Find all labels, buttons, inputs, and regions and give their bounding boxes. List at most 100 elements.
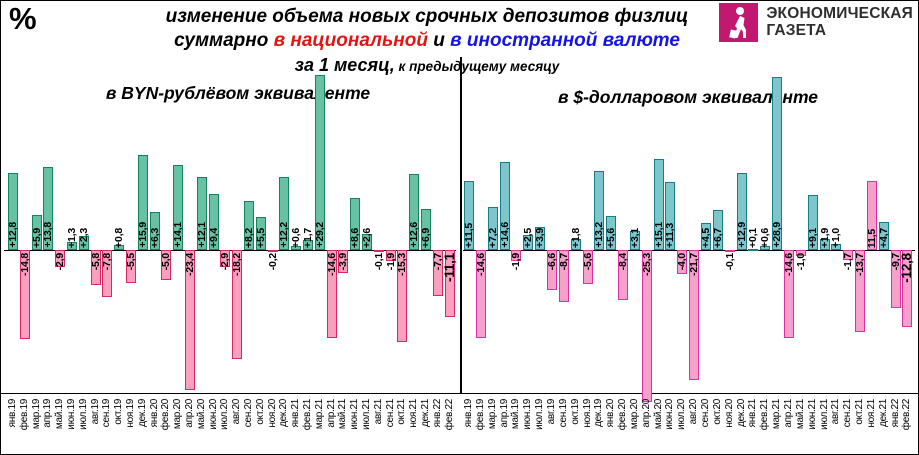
main-title: изменение объема новых срочных депозитов… xyxy=(66,5,788,77)
bar-value-label: -7,8 xyxy=(101,253,113,271)
x-tick-label: окт.19 xyxy=(570,399,581,425)
x-tick-label: сен.19 xyxy=(101,399,112,428)
x-tick-label: сен.20 xyxy=(700,399,711,428)
bar xyxy=(386,250,396,261)
bar xyxy=(209,194,219,250)
bottom-frame-line xyxy=(1,393,918,394)
bar xyxy=(138,155,148,250)
bar-value-label: -13,7 xyxy=(854,253,866,276)
bar-value-label: -8,7 xyxy=(558,253,570,271)
x-tick-label: июл.20 xyxy=(219,399,230,430)
bar xyxy=(808,195,818,250)
title-line2-prefix: суммарно xyxy=(174,30,274,52)
bar-value-label: -14,6 xyxy=(475,253,487,276)
x-tick-label: май.20 xyxy=(196,399,207,430)
bar-value-label: +6,7 xyxy=(712,228,724,248)
bar xyxy=(902,250,912,327)
x-tick-label: май.19 xyxy=(510,399,521,430)
x-tick-label: янв.21 xyxy=(290,399,301,428)
walking-person-icon xyxy=(719,3,759,42)
x-tick-label: мар.21 xyxy=(771,399,782,430)
x-tick-label: дек.19 xyxy=(593,399,604,427)
publisher-name-line2: ГАЗЕТА xyxy=(766,21,827,39)
publisher-name-line1: ЭКОНОМИЧЕСКАЯ xyxy=(766,5,913,22)
bar-value-label: +0,1 xyxy=(747,228,759,248)
bar xyxy=(677,250,687,274)
bar xyxy=(665,182,675,250)
bar xyxy=(256,217,266,250)
bar xyxy=(488,207,498,250)
bar xyxy=(642,250,652,402)
bar-value-label: +6,3 xyxy=(149,228,161,248)
bar xyxy=(855,250,865,332)
bar xyxy=(397,250,407,342)
bar-value-label: -15,3 xyxy=(396,253,408,276)
bar xyxy=(32,215,42,250)
panel-title-usd: в $-долларовом эквиваленте xyxy=(557,87,819,107)
bar-value-label: +0,6 xyxy=(759,228,771,248)
bar-value-label: -12,8 xyxy=(899,253,914,283)
bar-value-label: -23,4 xyxy=(184,253,196,276)
bar xyxy=(820,239,830,250)
title-line2-foreign: в иностранной валюте xyxy=(450,30,680,52)
x-tick-label: июн.21 xyxy=(349,399,360,430)
bar-value-label: -2,9 xyxy=(54,253,66,271)
x-tick-label: дек.19 xyxy=(137,399,148,427)
bar-value-label: +12,6 xyxy=(408,222,420,248)
bar-value-label: +1,8 xyxy=(570,228,582,248)
bar xyxy=(315,75,325,250)
bar xyxy=(748,249,758,251)
bar xyxy=(173,165,183,250)
bar-value-label: -0,1 xyxy=(724,253,736,271)
bar xyxy=(161,250,171,280)
bar-value-label: +14,1 xyxy=(172,222,184,248)
x-tick-label: янв.21 xyxy=(747,399,758,428)
bar-value-label: -25,3 xyxy=(641,253,653,276)
x-tick-label: окт.19 xyxy=(113,399,124,425)
x-tick-label: ноя.21 xyxy=(408,399,419,428)
bar-value-label: -11,1 xyxy=(442,253,457,283)
x-tick-label: май.21 xyxy=(795,399,806,430)
x-tick-label: ноя.20 xyxy=(724,399,735,428)
bar xyxy=(55,250,65,267)
bar xyxy=(91,250,101,285)
bar xyxy=(725,250,735,252)
x-tick-label: дек.21 xyxy=(878,399,889,427)
bar-value-label: +9,4 xyxy=(208,228,220,248)
bar-value-label: +1,3 xyxy=(66,228,78,248)
x-tick-label: фев.22 xyxy=(444,399,455,431)
bar-value-label: +12,1 xyxy=(196,222,208,248)
bar-value-label: +5,6 xyxy=(605,228,617,248)
bar xyxy=(8,173,18,250)
publisher-name: ЭКОНОМИЧЕСКАЯ ГАЗЕТА xyxy=(766,3,913,39)
bar xyxy=(220,250,230,267)
bar xyxy=(268,250,278,252)
x-tick-label: фев.22 xyxy=(901,399,912,431)
bar xyxy=(338,250,348,273)
x-tick-label: фев.20 xyxy=(160,399,171,431)
bar-value-label: +8,6 xyxy=(349,228,361,248)
title-line3-main: за 1 месяц, xyxy=(294,54,395,75)
bar xyxy=(185,250,195,390)
bar-value-label: +3,1 xyxy=(629,228,641,248)
bar xyxy=(701,223,711,250)
bar-value-label: +2,5 xyxy=(522,228,534,248)
bar xyxy=(303,240,313,250)
percent-unit-label: % xyxy=(9,1,37,36)
x-tick-label: фев.20 xyxy=(617,399,628,431)
x-tick-label: ноя.19 xyxy=(125,399,136,428)
bar-value-label: +1,0 xyxy=(830,228,842,248)
bar-value-label: +8,2 xyxy=(243,228,255,248)
bar xyxy=(114,245,124,250)
x-tick-label: июл.20 xyxy=(676,399,687,430)
bar-value-label: +12,2 xyxy=(278,222,290,248)
x-tick-label: авг.21 xyxy=(830,399,841,425)
bar xyxy=(594,171,604,250)
bar xyxy=(867,181,877,250)
x-tick-label: июн.21 xyxy=(807,399,818,430)
bar-value-label: -0,1 xyxy=(373,253,385,271)
x-tick-label: мар.20 xyxy=(172,399,183,430)
x-tick-label: авг.20 xyxy=(688,399,699,425)
bar-value-label: +3,9 xyxy=(534,228,546,248)
